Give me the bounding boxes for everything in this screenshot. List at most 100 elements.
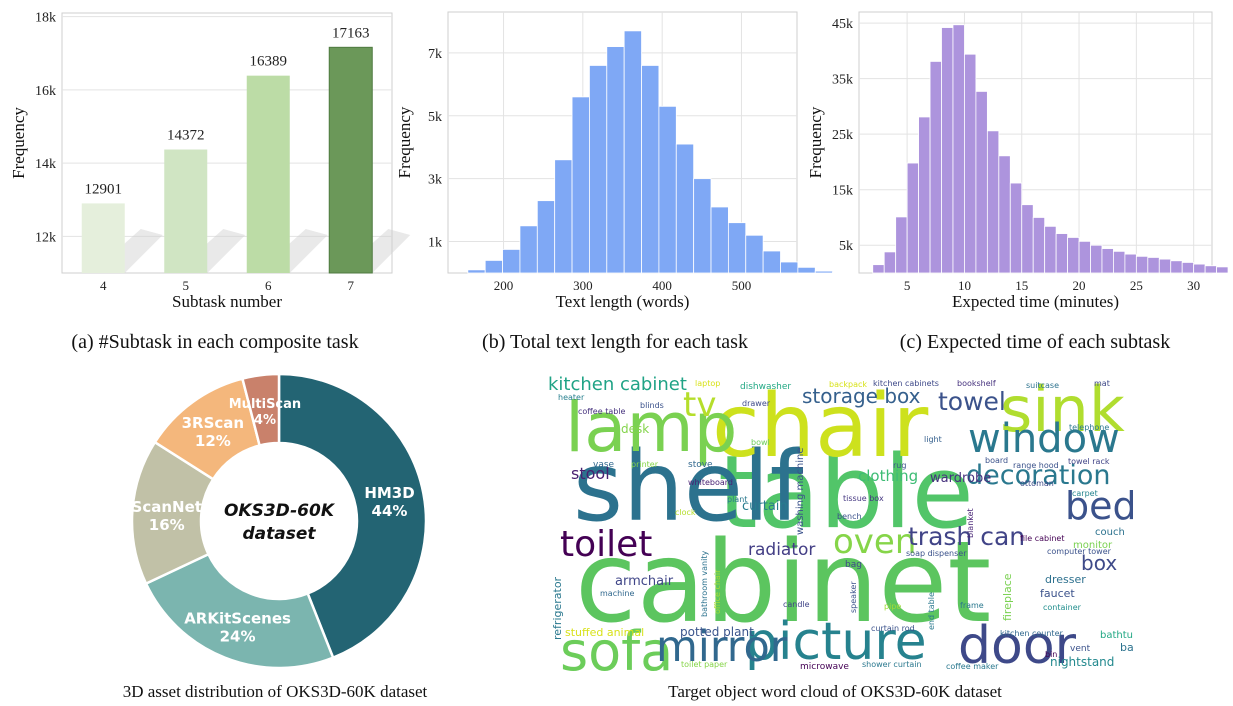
word-fireplace: fireplace: [1001, 573, 1014, 621]
word-door: door: [958, 616, 1077, 676]
histogram-bar: [952, 24, 965, 274]
histogram-bar: [797, 266, 816, 274]
histogram-bar: [1181, 262, 1195, 274]
slice-hm3d: [277, 372, 428, 660]
histogram-bar: [1078, 240, 1091, 274]
word-container: container: [1043, 603, 1082, 612]
word-chair: chair: [712, 375, 928, 477]
x-axis-label: Expected time (minutes): [952, 292, 1119, 311]
slice-percent-label: 44%: [372, 502, 408, 520]
histogram-bar: [536, 200, 556, 274]
x-tick-label: 7: [348, 278, 355, 293]
word-candle: candle: [783, 600, 810, 609]
slice-name-label: 3RScan: [182, 414, 244, 432]
bar-5: [164, 149, 208, 273]
histogram-bar: [964, 53, 977, 274]
histogram-bar: [1032, 217, 1046, 274]
y-tick-label: 12k: [35, 230, 56, 245]
y-tick-label: 25k: [832, 128, 853, 143]
donut-center-title: OKS3D-60K: [224, 501, 336, 521]
caption-subtask: (a) #Subtask in each composite task: [71, 331, 359, 353]
histogram-bar: [571, 96, 590, 274]
slice-name-label: ScanNet: [132, 498, 202, 516]
histogram-bar: [589, 65, 608, 274]
word-nightstand: nightstand: [1050, 655, 1114, 669]
histogram-bar: [918, 116, 931, 274]
x-tick-label: 5: [183, 278, 190, 293]
word-board: board: [985, 456, 1008, 465]
x-tick-label: 15: [1015, 278, 1028, 293]
word-basket: basket: [1120, 641, 1157, 654]
subtask-bar-chart: 12k 14k 16k 18k Subtask number Frequency 12901…: [9, 11, 411, 311]
word-dresser: dresser: [1045, 573, 1086, 586]
x-tick-label: 30: [1187, 278, 1200, 293]
word-towel: towel: [938, 387, 1006, 416]
histogram-bar: [1044, 225, 1057, 274]
histogram-bar: [1067, 237, 1080, 274]
word-computer-tower: computer tower: [1047, 547, 1112, 556]
histogram-bar: [675, 143, 695, 274]
histogram-bar: [519, 225, 538, 274]
y-axis-label: Frequency: [806, 106, 825, 178]
word-file-cabinet: file cabinet: [1020, 534, 1064, 543]
histogram-bar: [1193, 263, 1206, 274]
caption-text-length: (b) Total text length for each task: [482, 331, 748, 353]
word-washing-machine: washing machine: [795, 448, 806, 535]
y-tick-label: 5k: [428, 110, 442, 125]
slice-percent-label: 16%: [149, 516, 185, 534]
word-coffee-maker: coffee maker: [946, 662, 999, 671]
word-wardrobe: wardrobe: [930, 471, 991, 486]
word-bed: bed: [1065, 484, 1137, 528]
histogram-bar: [606, 46, 625, 274]
x-tick-label: 20: [1073, 278, 1086, 293]
histogram-bar: [872, 264, 885, 274]
histogram-bar: [693, 178, 712, 274]
histogram-bar: [658, 105, 677, 274]
word-end-table: end table: [927, 592, 936, 630]
y-tick-label: 14k: [35, 157, 56, 172]
slice-percent-label: 12%: [195, 432, 231, 450]
word-bin: bin: [1045, 650, 1057, 659]
word-frame: frame: [960, 601, 984, 610]
histogram-bar: [1009, 182, 1023, 274]
word-drawer: drawer: [742, 399, 771, 408]
caption-word-cloud: Target object word cloud of OKS3D-60K da…: [668, 682, 1002, 701]
word-window: window: [968, 416, 1120, 462]
word-light: light: [924, 435, 942, 444]
bar-value-label: 14372: [167, 128, 205, 144]
x-tick-label: 500: [732, 278, 752, 293]
x-axis-label: Text length (words): [556, 292, 690, 311]
word-tv: tv: [683, 385, 716, 425]
word-toilet: toilet: [560, 524, 652, 565]
word-faucet: faucet: [1040, 587, 1075, 600]
word-vent: vent: [1070, 644, 1091, 654]
word-toilet-paper: toilet paper: [681, 660, 728, 669]
bar-4: [81, 203, 125, 273]
histogram-bar: [895, 216, 908, 274]
word-picture: picture: [745, 612, 927, 672]
word-shelf: shelf: [573, 431, 806, 543]
word-coffee-table: coffee table: [578, 407, 626, 416]
histogram-bar: [623, 30, 642, 274]
y-tick-label: 18k: [35, 11, 56, 26]
word-potted-plant: potted plant: [680, 625, 754, 639]
caption-asset-distribution: 3D asset distribution of OKS3D-60K datas…: [122, 682, 428, 701]
x-tick-label: 4: [100, 278, 107, 293]
word-soap-dispenser: soap dispenser: [906, 549, 967, 558]
word-clothing: clothing: [858, 467, 918, 485]
histogram-bar: [1113, 250, 1126, 274]
word-refrigerator: refrigerator: [551, 576, 564, 640]
word-curtain: curtain: [742, 499, 788, 514]
word-office-chair: office chair: [713, 569, 722, 614]
histogram-bar: [502, 249, 521, 274]
y-tick-label: 3k: [428, 173, 442, 188]
word-speaker: speaker: [849, 581, 858, 613]
x-tick-label: 200: [494, 278, 514, 293]
word-sink: sink: [1000, 373, 1125, 446]
word-stool: stool: [571, 464, 610, 483]
histogram-bar: [1170, 260, 1183, 274]
histogram-bar: [814, 270, 834, 274]
